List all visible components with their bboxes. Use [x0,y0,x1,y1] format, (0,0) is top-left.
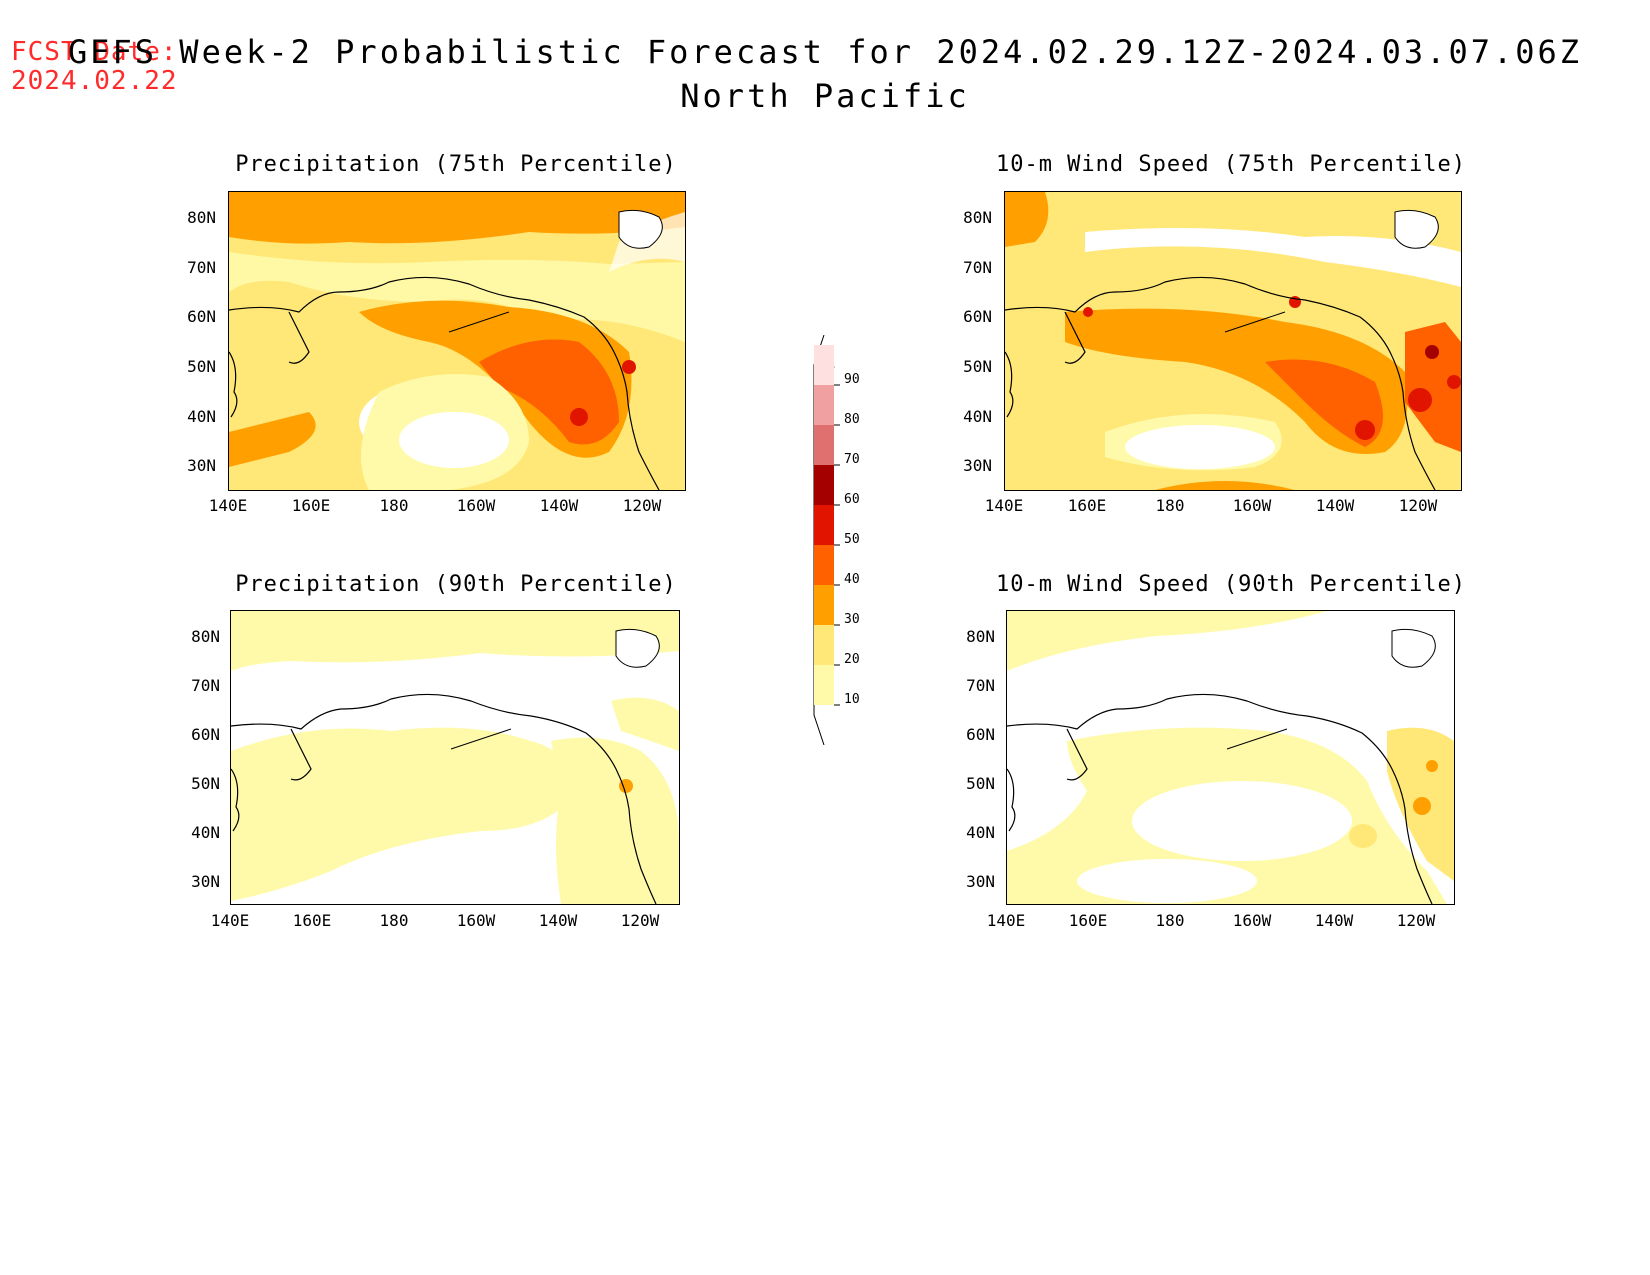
lat-label: 50N [966,774,995,793]
lat-label: 30N [966,872,995,891]
lat-label: 80N [191,627,220,646]
lat-label: 50N [191,774,220,793]
lat-label: 80N [187,208,216,227]
map-precip90 [230,610,680,905]
colorbar-label: 70 [844,452,860,467]
panel-title-precip90: Precipitation (90th Percentile) [235,572,677,597]
lon-label: 120W [620,911,660,930]
colorbar-label: 60 [844,492,860,507]
lat-label: 80N [963,208,992,227]
title-line-1: GEFS Week-2 Probabilistic Forecast for 2… [67,33,1583,71]
lat-label: 70N [187,258,216,277]
lon-label: 140E [208,496,248,515]
colorbar-segment [814,345,834,385]
lon-label: 140E [210,911,250,930]
lat-label: 40N [187,407,216,426]
lat-label: 30N [963,456,992,475]
lat-label: 40N [191,823,220,842]
colorbar [810,334,870,746]
colorbar-segment [814,465,834,505]
map-precip75 [228,191,686,491]
lon-label: 140W [1315,496,1355,515]
colorbar-label: 90 [844,372,860,387]
colorbar-label: 20 [844,652,860,667]
map-wind75 [1004,191,1462,491]
colorbar-label: 10 [844,692,860,707]
lon-label: 160E [1067,496,1107,515]
lat-label: 40N [966,823,995,842]
lon-label: 140W [539,496,579,515]
lat-label: 60N [966,725,995,744]
colorbar-label: 50 [844,532,860,547]
colorbar-segment [814,385,834,425]
panel-title-precip75: Precipitation (75th Percentile) [235,152,677,177]
lat-label: 60N [187,307,216,326]
lon-label: 180 [1155,911,1185,930]
lat-label: 30N [191,872,220,891]
lon-label: 140E [986,911,1026,930]
lat-label: 60N [191,725,220,744]
page-title: GEFS Week-2 Probabilistic Forecast for 2… [0,30,1650,118]
lon-label: 160E [292,911,332,930]
lon-label: 160W [1232,911,1272,930]
lon-label: 140W [538,911,578,930]
lon-label: 120W [622,496,662,515]
forecast-date-label: FCST Date: [11,37,178,67]
lat-label: 40N [963,407,992,426]
lon-label: 120W [1398,496,1438,515]
lat-label: 70N [963,258,992,277]
lon-label: 120W [1396,911,1436,930]
lon-label: 140E [984,496,1024,515]
forecast-date-block: FCST Date: 2024.02.22 [11,38,178,96]
panel-title-wind90: 10-m Wind Speed (90th Percentile) [995,572,1467,597]
lat-label: 50N [187,357,216,376]
colorbar-segment [814,425,834,465]
lon-label: 180 [1155,496,1185,515]
lon-label: 160W [1232,496,1272,515]
colorbar-segment [814,585,834,625]
colorbar-label: 40 [844,572,860,587]
lon-label: 140W [1314,911,1354,930]
colorbar-segment [814,545,834,585]
lat-label: 70N [191,676,220,695]
lon-label: 160E [291,496,331,515]
colorbar-segment [814,665,834,705]
lat-label: 50N [963,357,992,376]
title-line-2: North Pacific [680,77,970,115]
map-wind90 [1006,610,1455,905]
lat-label: 80N [966,627,995,646]
colorbar-segment [814,625,834,665]
forecast-date-value: 2024.02.22 [11,66,178,96]
lon-label: 160E [1068,911,1108,930]
lat-label: 30N [187,456,216,475]
lon-label: 160W [456,911,496,930]
colorbar-label: 80 [844,412,860,427]
lon-label: 160W [456,496,496,515]
lat-label: 60N [963,307,992,326]
colorbar-graphic [813,334,840,746]
lon-label: 180 [379,496,409,515]
lon-label: 180 [379,911,409,930]
lat-label: 70N [966,676,995,695]
panel-title-wind75: 10-m Wind Speed (75th Percentile) [995,152,1467,177]
colorbar-segment [814,505,834,545]
colorbar-label: 30 [844,612,860,627]
